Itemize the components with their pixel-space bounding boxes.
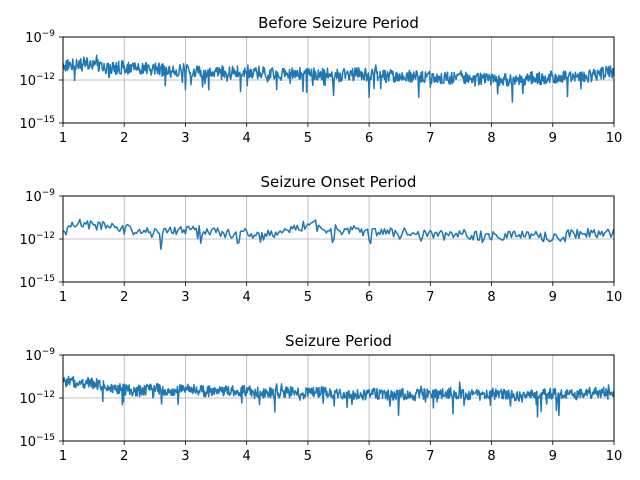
x-tick-label: 1 bbox=[59, 290, 67, 305]
subplot-title: Seizure Onset Period bbox=[261, 173, 417, 191]
subplot-before-seizure: 1 2 3 4 5 6 7 8 9 10 10−15 10−12 10−9 Before Seizure … bbox=[19, 14, 622, 146]
x-tick-label: 6 bbox=[365, 449, 373, 464]
subplot-seizure-onset: 1 2 3 4 5 6 7 8 9 10 10−15 10−12 10−9 Seizure Onset P… bbox=[19, 173, 622, 305]
x-tick-label: 5 bbox=[304, 131, 312, 146]
x-tick-label: 9 bbox=[549, 131, 557, 146]
y-tick-label: 10−15 bbox=[19, 274, 55, 291]
x-tick-label: 10 bbox=[606, 290, 623, 305]
x-tick-label: 1 bbox=[59, 449, 67, 464]
x-tick-label: 6 bbox=[365, 131, 373, 146]
subplot-seizure: 1 2 3 4 5 6 7 8 9 10 10−15 10−12 10−9 Seizure Period bbox=[19, 332, 622, 464]
y-tick-label: 10−9 bbox=[25, 347, 55, 364]
x-tick-label: 6 bbox=[365, 290, 373, 305]
x-tick-label: 5 bbox=[304, 449, 312, 464]
x-tick-label: 10 bbox=[606, 449, 623, 464]
psd-series-line bbox=[63, 218, 614, 251]
x-tick-label: 2 bbox=[120, 290, 128, 305]
x-tick-label: 8 bbox=[487, 131, 495, 146]
y-tick-label: 10−9 bbox=[25, 188, 55, 205]
x-tick-label: 7 bbox=[426, 290, 434, 305]
y-tick-label: 10−12 bbox=[19, 72, 55, 89]
y-tick-label: 10−15 bbox=[19, 433, 55, 450]
x-tick-label: 8 bbox=[487, 449, 495, 464]
x-tick-label: 8 bbox=[487, 290, 495, 305]
psd-series-line bbox=[63, 54, 614, 103]
x-tick-label: 10 bbox=[606, 131, 623, 146]
subplot-title: Before Seizure Period bbox=[258, 14, 419, 32]
x-tick-label: 3 bbox=[181, 449, 189, 464]
x-tick-label: 4 bbox=[243, 290, 251, 305]
y-tick-label: 10−15 bbox=[19, 115, 55, 132]
x-tick-label: 7 bbox=[426, 449, 434, 464]
x-tick-label: 1 bbox=[59, 131, 67, 146]
y-tick-label: 10−9 bbox=[25, 29, 55, 46]
x-tick-label: 4 bbox=[243, 131, 251, 146]
x-tick-label: 9 bbox=[549, 290, 557, 305]
x-tick-label: 5 bbox=[304, 290, 312, 305]
y-tick-label: 10−12 bbox=[19, 231, 55, 248]
psd-series-line bbox=[63, 375, 614, 418]
x-tick-label: 4 bbox=[243, 449, 251, 464]
y-tick-label: 10−12 bbox=[19, 390, 55, 407]
x-tick-label: 3 bbox=[181, 290, 189, 305]
x-tick-label: 7 bbox=[426, 131, 434, 146]
x-tick-label: 2 bbox=[120, 131, 128, 146]
x-tick-label: 2 bbox=[120, 449, 128, 464]
x-tick-label: 9 bbox=[549, 449, 557, 464]
x-tick-label: 3 bbox=[181, 131, 189, 146]
subplot-title: Seizure Period bbox=[285, 332, 392, 350]
